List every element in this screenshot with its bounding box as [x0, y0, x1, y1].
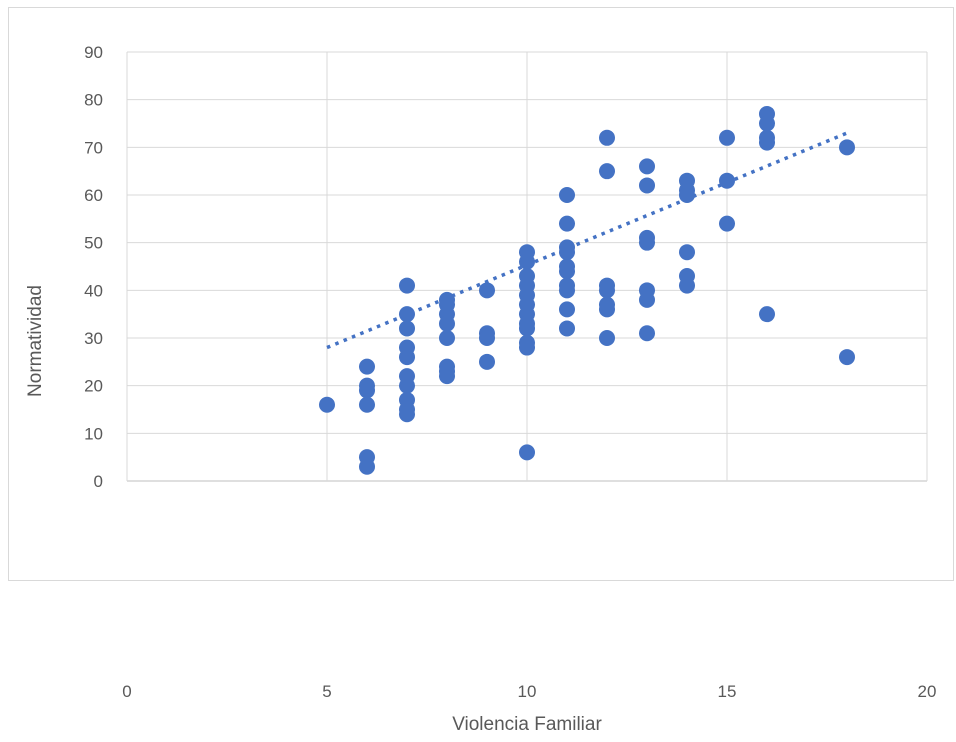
y-tick-label: 70: [84, 138, 103, 157]
data-point: [359, 358, 375, 375]
x-tick-label: 20: [918, 682, 937, 701]
data-point: [479, 330, 495, 346]
trendline: [326, 131, 848, 350]
data-point: [719, 172, 735, 189]
y-axis-title: Normatividad: [25, 285, 46, 397]
chart-area: [8, 7, 954, 581]
y-tick-label: 80: [84, 91, 103, 110]
x-axis-title: Violencia Familiar: [452, 714, 602, 735]
trendline-group: [326, 131, 848, 350]
data-points: [319, 105, 855, 475]
data-point: [519, 339, 535, 356]
y-tick-label: 40: [84, 281, 103, 300]
data-point: [359, 458, 375, 475]
data-point: [679, 187, 695, 203]
data-point: [759, 306, 775, 323]
data-point: [599, 301, 615, 318]
data-point: [559, 244, 575, 261]
data-point: [679, 277, 695, 294]
data-point: [599, 163, 615, 180]
data-point: [439, 330, 455, 346]
data-point: [399, 406, 415, 423]
data-point: [639, 158, 655, 175]
data-point: [479, 353, 495, 370]
y-tick-label: 50: [84, 234, 103, 253]
data-point: [599, 282, 615, 299]
data-point: [399, 320, 415, 337]
y-tick-label: 90: [84, 43, 103, 62]
data-point: [359, 396, 375, 413]
x-tick-label: 10: [518, 682, 537, 701]
y-tick-label: 20: [84, 377, 103, 396]
y-tick-label: 10: [84, 424, 103, 443]
data-point: [759, 115, 775, 132]
x-tick-label: 5: [322, 682, 331, 701]
data-point: [519, 320, 535, 337]
data-point: [599, 129, 615, 146]
data-point: [439, 315, 455, 332]
data-point: [399, 349, 415, 366]
data-point: [319, 396, 335, 413]
data-point: [399, 277, 415, 294]
data-point: [559, 282, 575, 299]
data-point: [839, 139, 855, 156]
data-point: [679, 244, 695, 261]
data-point: [639, 234, 655, 251]
data-point: [399, 377, 415, 394]
y-tick-label: 60: [84, 186, 103, 205]
data-point: [839, 349, 855, 366]
y-tick-label: 30: [84, 329, 103, 348]
data-point: [359, 382, 375, 399]
data-point: [559, 301, 575, 318]
data-point: [559, 320, 575, 337]
data-point: [519, 444, 535, 461]
x-tick-labels: 0 5 10 15 20: [122, 682, 936, 701]
data-point: [639, 325, 655, 342]
data-point: [559, 215, 575, 232]
data-point: [759, 134, 775, 151]
y-tick-label: 0: [94, 472, 103, 491]
data-point: [439, 368, 455, 385]
data-point: [559, 187, 575, 203]
x-tick-label: 0: [122, 682, 131, 701]
data-point: [719, 215, 735, 232]
data-point: [519, 253, 535, 270]
data-point: [399, 306, 415, 323]
data-point: [479, 282, 495, 299]
data-point: [639, 177, 655, 194]
x-tick-label: 15: [718, 682, 737, 701]
data-point: [719, 129, 735, 146]
y-tick-labels: 0 10 20 30 40 50 60 70 80 90: [84, 43, 103, 491]
data-point: [599, 330, 615, 346]
data-point: [559, 263, 575, 280]
data-point: [639, 291, 655, 308]
